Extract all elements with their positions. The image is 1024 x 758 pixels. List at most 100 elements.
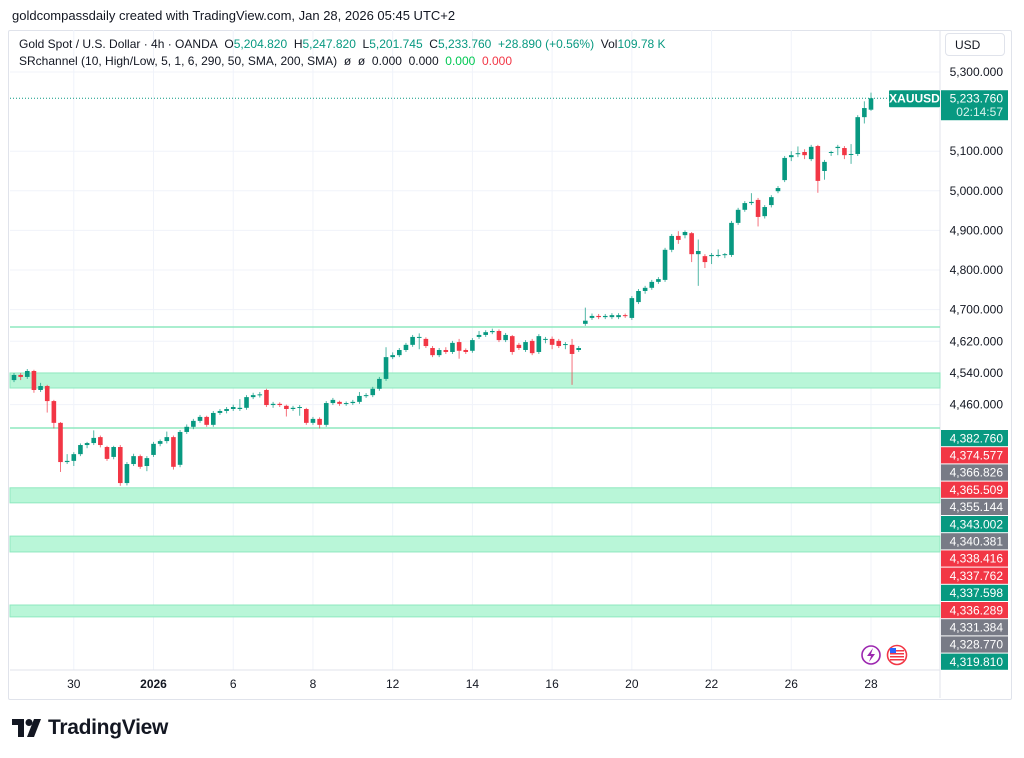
sr-zone bbox=[9, 372, 941, 389]
candle-up bbox=[782, 157, 787, 181]
candle-down bbox=[137, 456, 143, 467]
candle-up bbox=[383, 357, 389, 379]
y-tick-label: 4,800.000 bbox=[950, 263, 1004, 277]
candle-up bbox=[862, 108, 867, 118]
candle-up bbox=[184, 426, 190, 432]
y-tick-label: 5,000.000 bbox=[950, 184, 1004, 198]
price-label-value: 4,374.577 bbox=[950, 449, 1004, 463]
price-label-value: 4,328.770 bbox=[950, 638, 1004, 652]
x-tick-label: 22 bbox=[705, 677, 719, 691]
candle-down bbox=[430, 348, 435, 356]
candle-up bbox=[343, 403, 349, 405]
sr-zone bbox=[9, 604, 941, 618]
x-tick-label: 16 bbox=[545, 677, 559, 691]
price-label-tag bbox=[941, 516, 1008, 533]
candle-down bbox=[509, 336, 515, 352]
candle-up bbox=[649, 281, 655, 288]
x-tick-label: 26 bbox=[785, 677, 799, 691]
x-tick-label: 6 bbox=[230, 677, 237, 691]
candle-down bbox=[815, 146, 821, 181]
tradingview-logo[interactable]: TradingView bbox=[12, 716, 168, 740]
price-label-tag bbox=[941, 619, 1008, 636]
candle-down bbox=[549, 338, 555, 345]
candle-up bbox=[131, 456, 136, 465]
candle-up bbox=[350, 401, 356, 404]
candle-down bbox=[117, 447, 123, 484]
price-label-tag bbox=[941, 567, 1008, 584]
candle-down bbox=[689, 233, 694, 255]
x-tick-label: 28 bbox=[864, 677, 878, 691]
close-label: C bbox=[429, 37, 438, 51]
candle-up bbox=[576, 348, 581, 350]
price-label-tag bbox=[941, 636, 1008, 653]
candle-down bbox=[569, 344, 575, 354]
candle-up bbox=[191, 420, 196, 427]
price-label-value: 4,340.381 bbox=[950, 535, 1004, 549]
candle-down bbox=[456, 342, 462, 351]
candle-down bbox=[31, 370, 37, 390]
candle-down bbox=[277, 403, 283, 406]
indicator-legend[interactable]: SRchannel (10, High/Low, 5, 1, 6, 290, 5… bbox=[19, 54, 512, 68]
candle-up bbox=[729, 222, 734, 255]
currency-button[interactable]: USD bbox=[945, 33, 1005, 56]
candle-up bbox=[410, 336, 415, 345]
candle-down bbox=[755, 199, 761, 217]
candle-down bbox=[529, 340, 535, 354]
sr-zone bbox=[9, 487, 941, 504]
candle-up bbox=[835, 146, 841, 149]
candle-up bbox=[669, 235, 674, 250]
y-tick-label: 4,540.000 bbox=[950, 366, 1004, 380]
candle-up bbox=[24, 370, 30, 377]
candle-down bbox=[556, 340, 562, 347]
candle-up bbox=[357, 395, 362, 402]
candle-up bbox=[370, 388, 376, 396]
candle-up bbox=[695, 250, 701, 255]
candle-up bbox=[237, 407, 243, 409]
x-tick-label: 30 bbox=[67, 677, 81, 691]
indicator-value: 0.000 bbox=[408, 54, 439, 68]
candle-up bbox=[470, 340, 475, 351]
candle-down bbox=[842, 148, 847, 156]
flag-stripe bbox=[890, 656, 904, 658]
candle-up bbox=[390, 355, 395, 358]
candle-up bbox=[78, 445, 83, 455]
candle-up bbox=[363, 395, 369, 397]
chart-caption: goldcompassdaily created with TradingVie… bbox=[12, 8, 456, 23]
candle-up bbox=[290, 407, 296, 409]
price-label-tag bbox=[941, 498, 1008, 515]
low-value: 5,201.745 bbox=[369, 37, 423, 51]
price-label-tag bbox=[941, 464, 1008, 481]
candle-up bbox=[64, 460, 70, 463]
candle-up bbox=[270, 403, 276, 406]
price-label-value: 4,355.144 bbox=[950, 500, 1004, 514]
candle-down bbox=[284, 405, 289, 409]
high-label: H bbox=[293, 37, 303, 51]
candle-up bbox=[144, 458, 150, 467]
candle-up bbox=[523, 342, 528, 350]
candle-down bbox=[463, 349, 469, 352]
candle-down bbox=[44, 386, 50, 402]
candle-up bbox=[330, 399, 336, 404]
close-value: 5,233.760 bbox=[437, 37, 492, 51]
y-tick-label: 4,900.000 bbox=[950, 223, 1004, 237]
price-label-value: 4,338.416 bbox=[950, 552, 1004, 566]
candle-up bbox=[682, 231, 688, 236]
symbol-legend: Gold Spot / U.S. Dollar · 4h · OANDA O5,… bbox=[19, 37, 666, 51]
candle-up bbox=[536, 336, 542, 352]
candle-up bbox=[257, 394, 263, 396]
flag-stripe bbox=[890, 659, 904, 661]
countdown-value: 02:14:57 bbox=[956, 105, 1003, 119]
candle-down bbox=[264, 389, 269, 406]
indicator-value: ø bbox=[357, 54, 366, 68]
candle-down bbox=[171, 437, 176, 467]
symbol-tag bbox=[889, 90, 940, 108]
x-tick-label: 20 bbox=[625, 677, 639, 691]
candle-down bbox=[622, 315, 628, 317]
candle-up bbox=[642, 287, 648, 291]
candle-up bbox=[177, 431, 183, 465]
open-label: O bbox=[224, 37, 234, 51]
tradingview-logo-icon bbox=[12, 719, 41, 737]
chart-frame bbox=[8, 30, 1012, 700]
indicator-value: ø bbox=[343, 54, 352, 68]
